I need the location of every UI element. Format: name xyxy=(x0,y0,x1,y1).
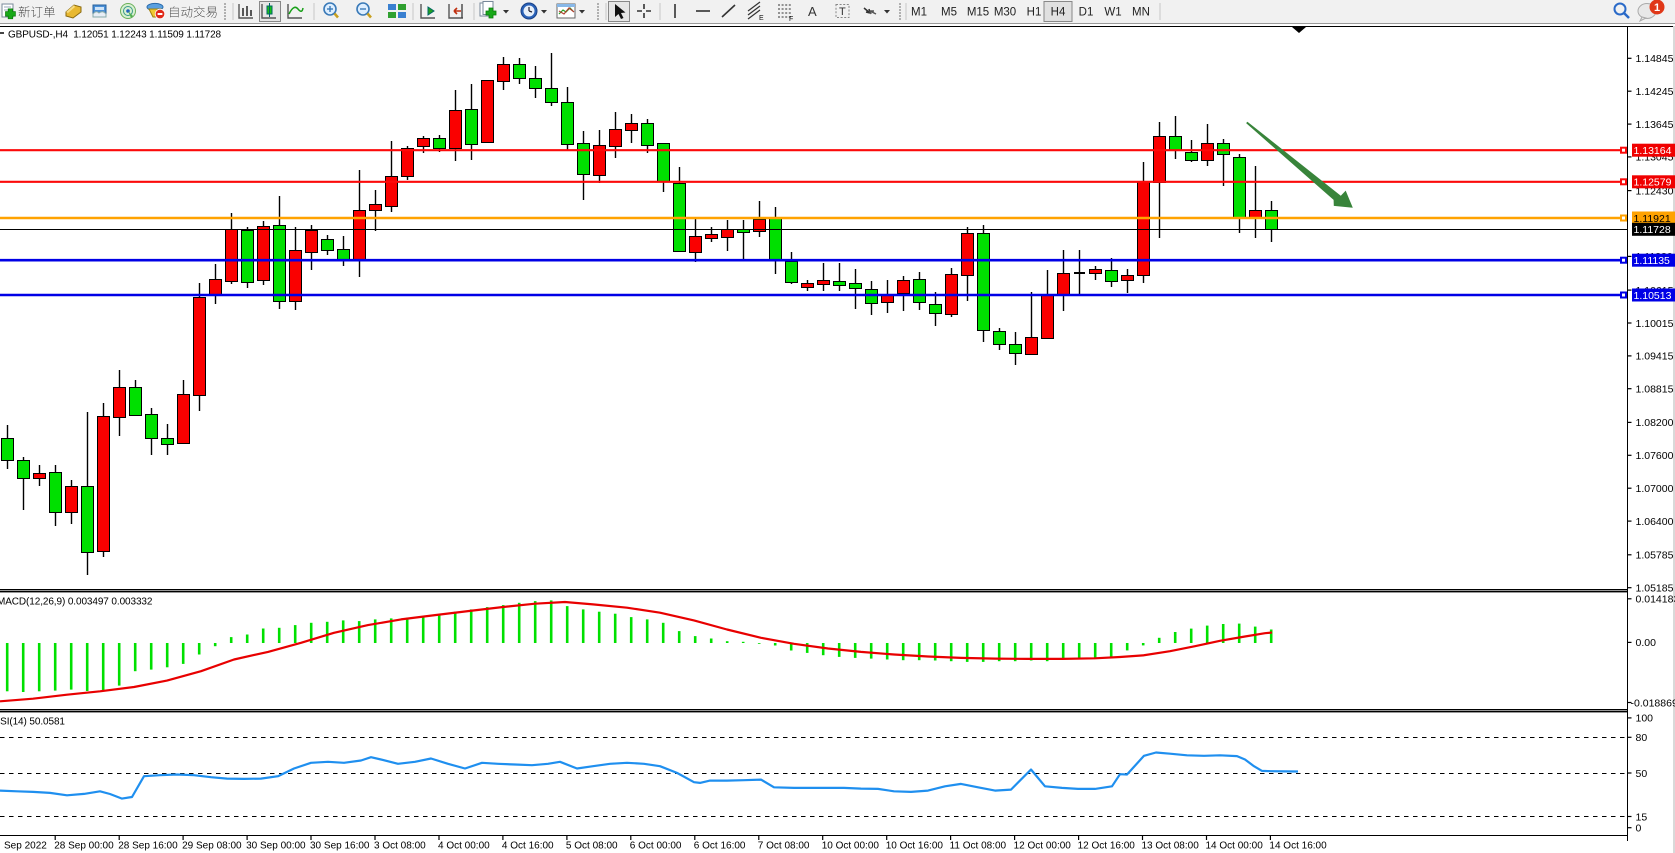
svg-text:15: 15 xyxy=(1636,811,1648,823)
svg-text:1.09415: 1.09415 xyxy=(1636,351,1674,363)
svg-text:1.10015: 1.10015 xyxy=(1636,318,1674,330)
svg-text:100: 100 xyxy=(1636,713,1654,725)
svg-text:1.06400: 1.06400 xyxy=(1636,516,1674,528)
svg-text:10 Oct 00:00: 10 Oct 00:00 xyxy=(822,841,880,852)
svg-text:50: 50 xyxy=(1636,768,1648,780)
svg-text:1.08815: 1.08815 xyxy=(1636,384,1674,396)
svg-text:1.12430: 1.12430 xyxy=(1636,185,1674,197)
svg-text:1: 1 xyxy=(1654,2,1660,14)
svg-text:-0.018869: -0.018869 xyxy=(1631,697,1675,709)
svg-text:1.11135: 1.11135 xyxy=(1634,255,1671,267)
svg-text:H1: H1 xyxy=(1027,7,1042,19)
svg-text:4 Oct 16:00: 4 Oct 16:00 xyxy=(502,841,554,852)
svg-text:H4: H4 xyxy=(1051,7,1066,19)
svg-text:7 Oct 08:00: 7 Oct 08:00 xyxy=(758,841,810,852)
svg-text:1.10513: 1.10513 xyxy=(1634,290,1672,302)
svg-text:28 Sep 00:00: 28 Sep 00:00 xyxy=(54,841,114,852)
svg-text:1.13164: 1.13164 xyxy=(1634,145,1672,157)
svg-text:3 Oct 08:00: 3 Oct 08:00 xyxy=(374,841,426,852)
svg-text:1.05185: 1.05185 xyxy=(1636,583,1674,595)
svg-text:D1: D1 xyxy=(1079,7,1094,19)
svg-text:M15: M15 xyxy=(967,7,989,19)
svg-text:F: F xyxy=(789,16,793,23)
svg-text:29 Sep 08:00: 29 Sep 08:00 xyxy=(182,841,242,852)
svg-text:14 Oct 16:00: 14 Oct 16:00 xyxy=(1269,841,1327,852)
svg-text:12 Oct 16:00: 12 Oct 16:00 xyxy=(1078,841,1136,852)
svg-text:1.13645: 1.13645 xyxy=(1636,119,1674,131)
svg-text:1.14845: 1.14845 xyxy=(1636,53,1674,65)
svg-text:80: 80 xyxy=(1636,732,1648,744)
svg-text:M1: M1 xyxy=(911,7,927,19)
svg-text:12 Oct 00:00: 12 Oct 00:00 xyxy=(1014,841,1072,852)
svg-text:1.08200: 1.08200 xyxy=(1636,417,1674,429)
svg-text:1.11921: 1.11921 xyxy=(1634,213,1671,225)
svg-text:T: T xyxy=(839,6,846,18)
svg-text:28 Sep 16:00: 28 Sep 16:00 xyxy=(118,841,178,852)
svg-text:1.07000: 1.07000 xyxy=(1636,483,1674,495)
svg-text:6 Oct 00:00: 6 Oct 00:00 xyxy=(630,841,682,852)
svg-text:10 Oct 16:00: 10 Oct 16:00 xyxy=(886,841,944,852)
svg-text:MN: MN xyxy=(1132,7,1150,19)
svg-text:M30: M30 xyxy=(994,7,1016,19)
svg-text:0.014183: 0.014183 xyxy=(1636,594,1675,606)
svg-text:4 Oct 00:00: 4 Oct 00:00 xyxy=(438,841,490,852)
svg-text:5 Oct 08:00: 5 Oct 08:00 xyxy=(566,841,618,852)
svg-text:RSI(14) 50.0581: RSI(14) 50.0581 xyxy=(0,717,65,728)
svg-text:MACD(12,26,9) 0.003497 0.00333: MACD(12,26,9) 0.003497 0.003332 xyxy=(0,597,153,608)
svg-text:A: A xyxy=(808,4,817,19)
svg-text:1.11728: 1.11728 xyxy=(1634,224,1671,236)
svg-text:13 Oct 08:00: 13 Oct 08:00 xyxy=(1142,841,1200,852)
svg-text:0.00: 0.00 xyxy=(1636,637,1657,649)
svg-text:W1: W1 xyxy=(1104,7,1121,19)
svg-text:14 Oct 00:00: 14 Oct 00:00 xyxy=(1206,841,1264,852)
svg-text:11 Oct 08:00: 11 Oct 08:00 xyxy=(950,841,1007,852)
svg-text:30 Sep 00:00: 30 Sep 00:00 xyxy=(246,841,306,852)
svg-text:1.07600: 1.07600 xyxy=(1636,450,1674,462)
svg-text:Sep 2022: Sep 2022 xyxy=(4,841,47,852)
svg-text:GBPUSD-,H4 1.12051 1.12243 1.: GBPUSD-,H4 1.12051 1.12243 1.11509 1.117… xyxy=(8,30,222,41)
svg-text:M5: M5 xyxy=(941,7,957,19)
svg-text:1.14245: 1.14245 xyxy=(1636,86,1674,98)
svg-text:0: 0 xyxy=(1636,823,1642,835)
svg-text:30 Sep 16:00: 30 Sep 16:00 xyxy=(310,841,370,852)
svg-text:6 Oct 16:00: 6 Oct 16:00 xyxy=(694,841,746,852)
svg-text:1.05785: 1.05785 xyxy=(1636,550,1674,562)
svg-text:E: E xyxy=(759,15,764,22)
svg-text:1.12579: 1.12579 xyxy=(1634,177,1672,189)
